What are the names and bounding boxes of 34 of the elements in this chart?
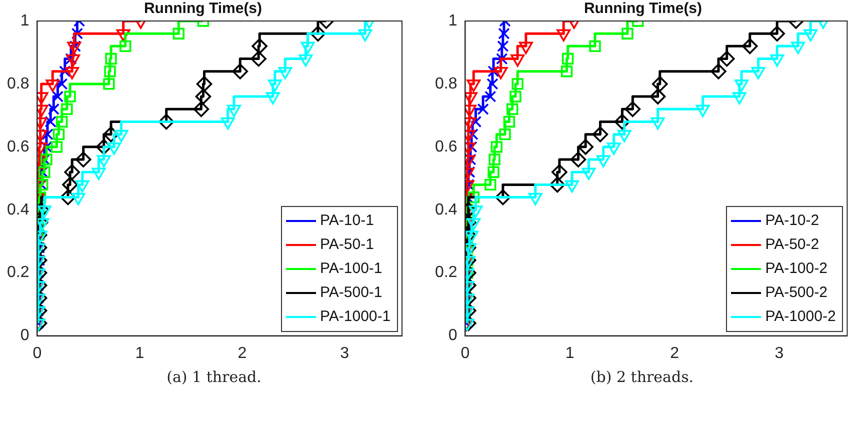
legend-label: PA-10-2 <box>765 210 820 231</box>
y-tick-label: 0.6 <box>6 138 30 156</box>
y-tick-label: 0.6 <box>434 138 458 156</box>
legend-label: PA-50-1 <box>320 234 374 255</box>
y-tick-label: 0.8 <box>434 75 458 92</box>
legend-label: PA-500-2 <box>765 282 828 303</box>
y-tick-label: 0.4 <box>6 201 30 218</box>
y-tick-label: 1 <box>20 12 30 30</box>
x-tick-label: 3 <box>774 344 784 362</box>
x-tick-label: 1 <box>135 344 144 362</box>
legend-label: PA-1000-2 <box>765 306 836 327</box>
legend-label: PA-100-2 <box>765 258 828 279</box>
legend-label: PA-50-2 <box>765 234 820 255</box>
y-tick-label: 0.2 <box>6 264 30 282</box>
legend-label: PA-1000-1 <box>320 306 391 327</box>
legend-label: PA-10-1 <box>320 210 374 231</box>
x-tick-label: 1 <box>565 344 574 362</box>
x-tick-label: 0 <box>32 344 42 362</box>
y-tick-label: 0.8 <box>6 75 30 92</box>
y-tick-label: 1 <box>448 12 458 30</box>
x-tick-label: 3 <box>340 344 350 362</box>
legend-label: PA-100-1 <box>320 258 382 279</box>
y-tick-label: 0.2 <box>434 264 458 282</box>
chart-title: Running Time(s) <box>144 0 262 18</box>
x-tick-label: 2 <box>670 344 680 362</box>
x-tick-label: 2 <box>238 344 247 362</box>
text: (a) 1 thread. <box>166 368 262 386</box>
y-tick-label: 0 <box>20 327 30 344</box>
text: (b) 2 threads. <box>589 368 695 386</box>
chart-title: Running Time(s) <box>584 0 702 18</box>
y-tick-label: 0.4 <box>434 201 458 218</box>
y-tick-label: 0 <box>448 327 458 344</box>
legend-label: PA-500-1 <box>320 282 382 303</box>
x-tick-label: 0 <box>460 344 470 362</box>
